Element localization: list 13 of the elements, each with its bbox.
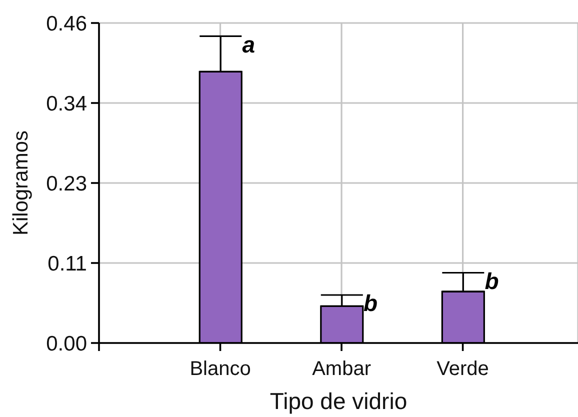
- y-tick-label: 0.11: [48, 252, 87, 276]
- y-tick-label: 0.23: [46, 172, 87, 196]
- annotation: b: [484, 268, 499, 294]
- y-tick-label: 0.00: [46, 332, 87, 356]
- y-axis-title: Kilogramos: [9, 130, 32, 236]
- y-tick-label: 0.46: [46, 12, 87, 36]
- x-axis-title: Tipo de vidrio: [270, 388, 408, 414]
- x-tick-label: Verde: [436, 358, 489, 380]
- x-tick-label: Blanco: [190, 358, 251, 380]
- y-tick-label: 0.34: [46, 92, 88, 116]
- annotation: a: [242, 31, 256, 58]
- annotation: b: [364, 290, 378, 316]
- x-tick-label: Ambar: [312, 358, 372, 380]
